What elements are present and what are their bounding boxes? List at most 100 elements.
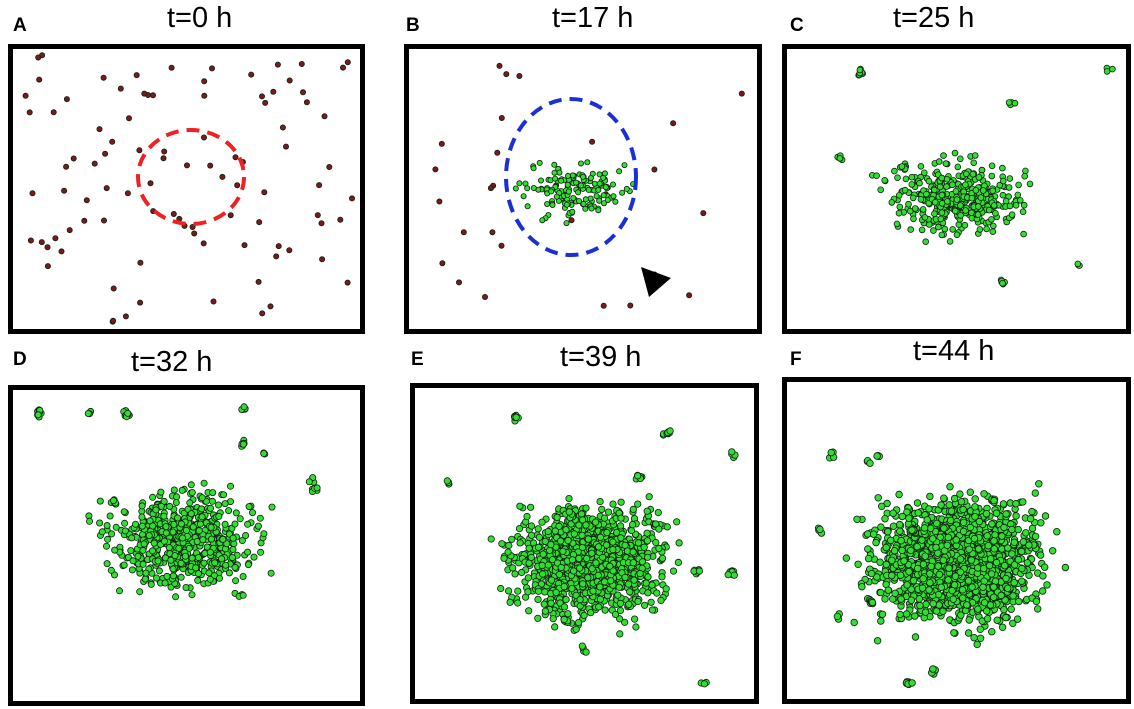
red-cell: [63, 96, 70, 103]
green-cell: [990, 537, 998, 545]
green-cell: [1009, 619, 1017, 627]
green-cell: [963, 170, 970, 178]
green-cell: [1002, 574, 1010, 583]
green-cell: [222, 561, 230, 569]
green-cell: [930, 227, 937, 234]
green-cell: [138, 513, 146, 521]
green-cell: [182, 583, 190, 591]
green-cell: [530, 184, 537, 191]
green-cell: [1008, 211, 1016, 219]
green-cell: [150, 539, 158, 547]
green-cell: [206, 504, 214, 512]
green-cell: [636, 570, 644, 578]
green-cell: [138, 502, 146, 510]
green-cell: [193, 537, 201, 545]
green-cell: [160, 512, 168, 520]
green-cell: [918, 536, 926, 544]
green-cell: [96, 519, 104, 527]
green-cell: [873, 452, 881, 460]
green-cell: [157, 488, 165, 496]
green-cell: [553, 559, 562, 567]
green-cell: [943, 541, 951, 549]
red-cell: [110, 317, 117, 324]
green-cell: [1019, 498, 1027, 506]
green-cell: [551, 169, 558, 176]
green-cell: [214, 501, 222, 509]
green-cell: [937, 215, 945, 223]
green-cell: [921, 214, 929, 221]
green-cell: [877, 186, 884, 194]
red-cell: [149, 92, 156, 99]
green-cell: [524, 185, 531, 192]
green-cell: [528, 531, 536, 539]
green-cell: [624, 580, 633, 588]
red-cell: [102, 150, 109, 157]
green-cell: [644, 553, 652, 561]
green-cell: [553, 513, 561, 521]
green-cell: [1017, 197, 1024, 204]
green-cell: [530, 165, 537, 172]
red-cell: [137, 299, 144, 306]
green-cell: [984, 541, 992, 550]
green-cell: [937, 583, 945, 591]
green-cell: [914, 509, 922, 517]
green-cell: [888, 199, 896, 206]
red-cell: [489, 229, 496, 236]
green-cell: [886, 536, 895, 545]
green-cell: [905, 514, 913, 522]
red-cell: [83, 197, 90, 204]
green-cell: [564, 610, 572, 618]
green-cell: [975, 517, 984, 526]
red-cell: [29, 190, 36, 197]
green-cell: [992, 509, 1001, 517]
green-cell: [641, 601, 649, 609]
green-cell: [588, 205, 595, 212]
green-cell: [891, 589, 899, 597]
green-cell: [245, 503, 253, 511]
green-cell: [630, 576, 638, 584]
green-cell: [520, 193, 527, 200]
green-cell: [547, 599, 555, 607]
green-cell: [557, 563, 565, 572]
green-cell: [512, 185, 519, 192]
green-cell: [556, 169, 563, 176]
green-cell: [956, 490, 964, 498]
green-cell: [223, 540, 231, 548]
green-cell: [244, 561, 252, 569]
green-cell: [534, 614, 542, 622]
green-cell: [541, 588, 549, 596]
green-cell: [989, 583, 998, 591]
green-cell: [980, 490, 988, 498]
green-cell: [577, 182, 584, 189]
green-cell: [917, 196, 925, 203]
green-cell: [161, 579, 169, 587]
green-cell: [600, 200, 607, 207]
green-cell: [929, 665, 937, 673]
green-cell: [211, 559, 219, 567]
green-cell: [938, 191, 946, 199]
green-cell: [601, 606, 609, 614]
green-cell: [938, 209, 946, 217]
green-cell: [669, 567, 678, 575]
green-cell: [551, 527, 559, 535]
green-cell: [194, 554, 202, 562]
red-cell: [600, 302, 607, 309]
green-cell: [663, 523, 671, 531]
red-cell: [81, 217, 88, 224]
green-cell: [951, 572, 960, 580]
red-cell: [227, 212, 234, 219]
green-cell: [177, 559, 185, 567]
red-cell: [318, 220, 325, 227]
green-cell: [152, 574, 160, 582]
red-cell: [258, 93, 265, 100]
green-cell: [553, 193, 560, 200]
red-cell: [61, 187, 68, 194]
green-cell: [506, 598, 514, 606]
green-cell: [856, 66, 864, 74]
green-cell: [169, 528, 177, 536]
green-cell: [601, 514, 609, 522]
green-cell: [558, 177, 565, 184]
green-cell: [923, 516, 931, 524]
green-cell: [612, 198, 619, 205]
green-cell: [524, 588, 532, 596]
